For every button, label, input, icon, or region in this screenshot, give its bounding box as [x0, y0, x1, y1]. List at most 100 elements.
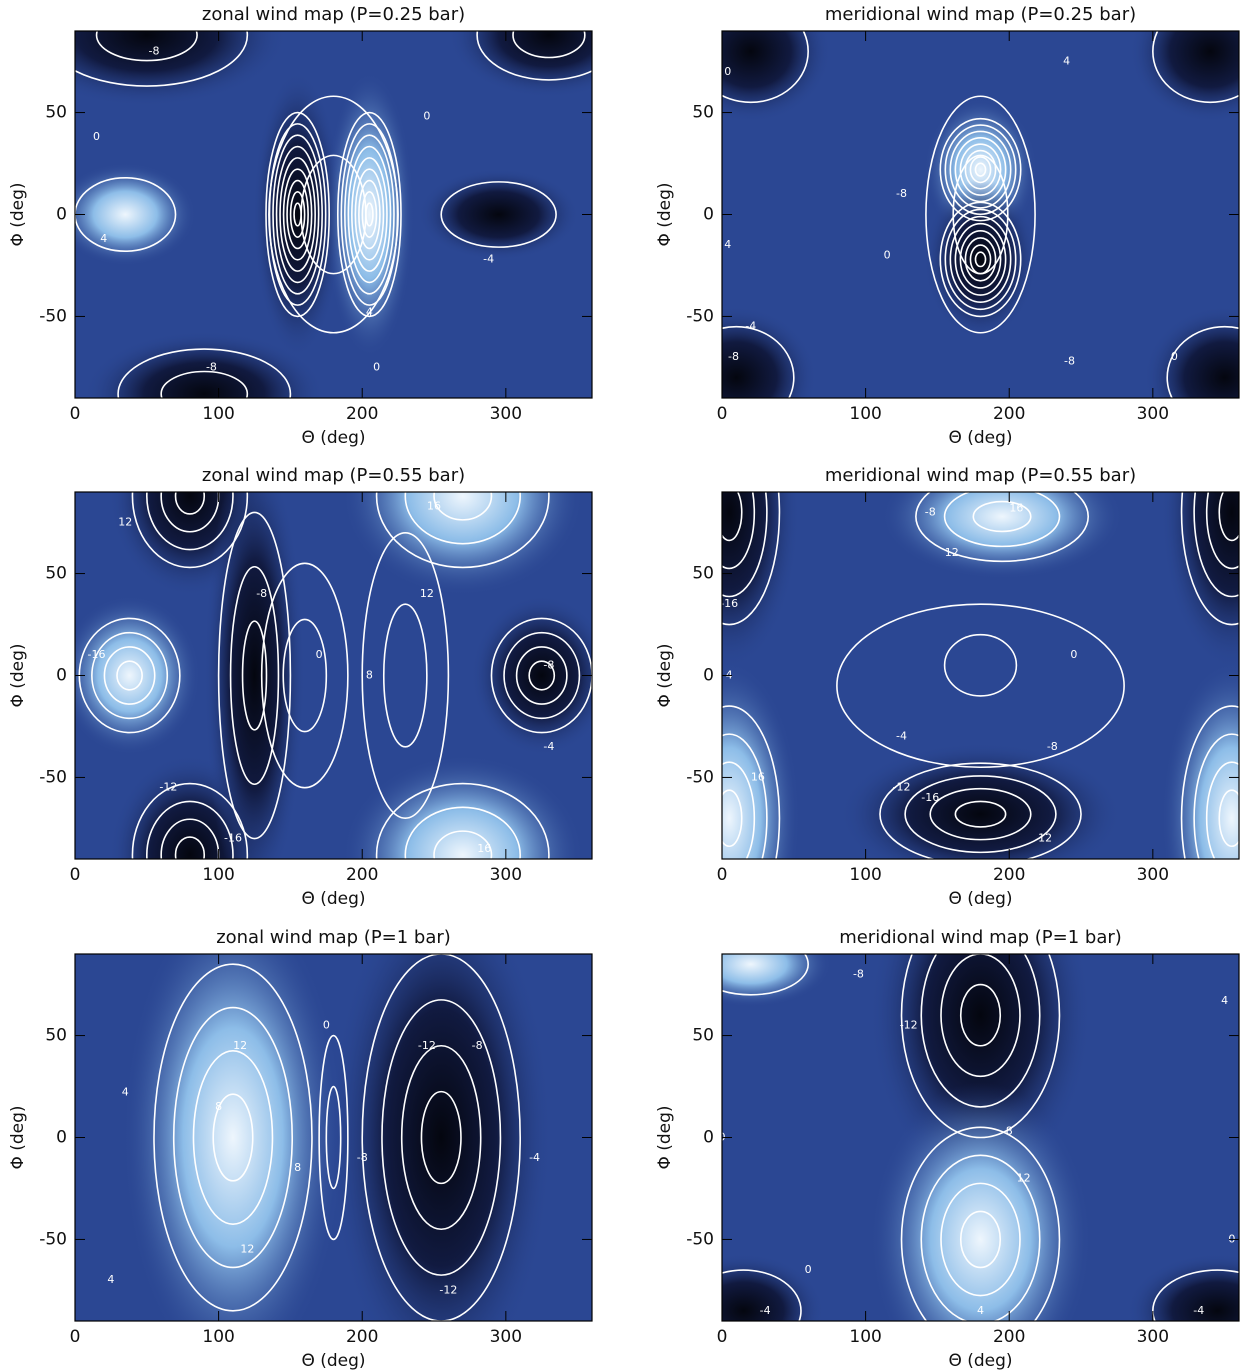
contour-label: 12 — [240, 1243, 254, 1256]
contour-label: 16 — [427, 499, 441, 512]
x-tick-label: 0 — [717, 1327, 728, 1347]
field: -804-40-840 — [6, 0, 649, 457]
x-axis-label: Θ (deg) — [948, 1351, 1012, 1371]
y-axis-label: Φ (deg) — [655, 182, 675, 246]
field-blob — [924, 179, 1037, 339]
x-tick-label: 200 — [993, 404, 1025, 424]
y-axis-label: Φ (deg) — [655, 1105, 675, 1169]
field-blob — [656, 306, 817, 449]
contour-label: 0 — [316, 648, 323, 661]
y-tick-label: -50 — [39, 1229, 67, 1249]
chart-title: zonal wind map (P=1 bar) — [216, 927, 451, 948]
contour-label: -8 — [1064, 354, 1075, 367]
y-axis-label: Φ (deg) — [8, 643, 28, 707]
field-blob — [840, 743, 1121, 886]
y-tick-label: 50 — [692, 564, 714, 584]
contour-label: -8 — [206, 360, 217, 373]
y-tick-label: 50 — [45, 103, 67, 123]
contour-label: 8 — [215, 1100, 222, 1113]
x-tick-label: 300 — [490, 404, 522, 424]
contour-label: 0 — [373, 360, 380, 373]
x-tick-label: 300 — [1137, 404, 1169, 424]
x-axis-label: Θ (deg) — [301, 428, 365, 448]
contour-label: -16 — [224, 832, 242, 845]
contour-label: 4 — [1221, 994, 1228, 1007]
y-axis-label: Φ (deg) — [8, 1105, 28, 1169]
contour-label: -12 — [418, 1039, 436, 1052]
x-tick-label: 200 — [993, 865, 1025, 885]
x-tick-label: 0 — [70, 1327, 81, 1347]
x-tick-label: 100 — [202, 404, 234, 424]
y-axis-label: Φ (deg) — [8, 182, 28, 246]
contour-label: -4 — [529, 1151, 540, 1164]
x-tick-label: 100 — [202, 865, 234, 885]
contour-label: 0 — [884, 248, 891, 261]
contour-label: -8 — [543, 658, 554, 671]
x-axis-label: Θ (deg) — [301, 1351, 365, 1371]
x-tick-label: 0 — [717, 404, 728, 424]
contour-label: 8 — [366, 669, 373, 682]
chart-title: meridional wind map (P=0.25 bar) — [825, 4, 1136, 25]
x-tick-label: 0 — [70, 404, 81, 424]
contour-label: -12 — [900, 1018, 918, 1031]
contour-label: -16 — [921, 791, 939, 804]
contour-label: -4 — [745, 320, 756, 333]
contour-label: 12 — [233, 1039, 247, 1052]
contour-label: 4 — [107, 1273, 114, 1286]
contour-label: 0 — [805, 1263, 812, 1276]
field-blob — [659, 355, 800, 669]
contour-label: 12 — [420, 587, 434, 600]
x-tick-label: 100 — [849, 1327, 881, 1347]
y-tick-label: -50 — [39, 767, 67, 787]
panel: -81612-1640-4-12-1616-812meridional wind… — [655, 355, 1242, 975]
contour-label: -8 — [149, 44, 160, 57]
contour-label: 0 — [93, 130, 100, 143]
contour-label: 4 — [724, 238, 731, 251]
contour-label: 12 — [1017, 1171, 1031, 1184]
contour-label: -4 — [896, 730, 907, 743]
contour-label: -8 — [472, 1039, 483, 1052]
x-tick-label: 200 — [346, 865, 378, 885]
field-blob — [663, 1254, 824, 1368]
chart-title: meridional wind map (P=1 bar) — [839, 927, 1122, 948]
contour-label: 0 — [1070, 648, 1077, 661]
x-tick-label: 0 — [717, 865, 728, 885]
contour-label: -8 — [357, 1151, 368, 1164]
contour-label: 4 — [977, 1304, 984, 1317]
x-tick-label: 100 — [849, 404, 881, 424]
contour-label: 12 — [1038, 832, 1052, 845]
contour-label: -8 — [853, 967, 864, 980]
x-tick-label: 0 — [70, 865, 81, 885]
x-tick-label: 100 — [849, 865, 881, 885]
y-tick-label: 0 — [56, 1128, 67, 1148]
contour-label: 4 — [100, 232, 107, 245]
field: -4 0 -8 -12 4 12 0 -4 4 0 8 — [663, 844, 1242, 1371]
contour-label: 8 — [294, 1161, 301, 1174]
contour-label: -4 — [760, 1304, 771, 1317]
panel: -4 0 -8 -12 4 12 0 -4 4 0 8 meridional wind map (P=… — [655, 844, 1242, 1371]
y-tick-label: -50 — [686, 1229, 714, 1249]
contour-label: 8 — [1006, 1124, 1013, 1137]
chart-title: meridional wind map (P=0.55 bar) — [825, 465, 1136, 486]
x-tick-label: 300 — [490, 865, 522, 885]
y-tick-label: 50 — [45, 1026, 67, 1046]
contour-label: 4 — [122, 1086, 129, 1099]
contour-label: -4 — [483, 252, 494, 265]
y-tick-label: 50 — [692, 1026, 714, 1046]
contour-label: -8 — [896, 187, 907, 200]
figure: -804-40-840zonal wind map (P=0.25 bar)01… — [0, 0, 1242, 1371]
x-tick-label: 200 — [346, 404, 378, 424]
y-tick-label: 0 — [56, 205, 67, 225]
contour-label: -4 — [1193, 1304, 1204, 1317]
contour-label: -8 — [925, 505, 936, 518]
x-axis-label: Θ (deg) — [301, 889, 365, 909]
contour-label: 0 — [323, 1018, 330, 1031]
x-tick-label: 200 — [346, 1327, 378, 1347]
y-tick-label: 0 — [703, 205, 714, 225]
x-tick-label: 300 — [1137, 1327, 1169, 1347]
field-blob — [659, 661, 800, 975]
contour-label: -16 — [720, 597, 738, 610]
contour-label: 12 — [945, 546, 959, 559]
